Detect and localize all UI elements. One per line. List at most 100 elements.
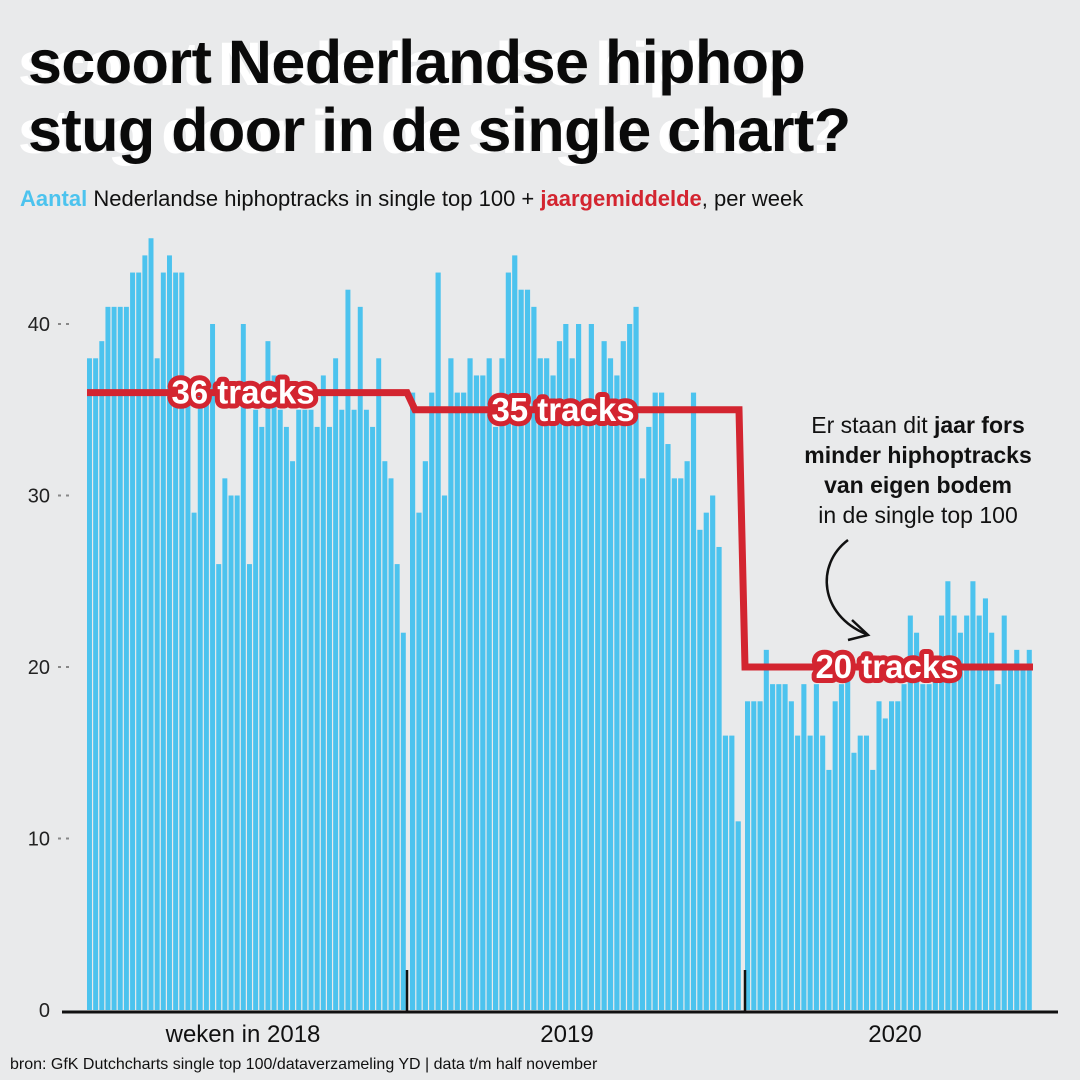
- bar: [763, 649, 769, 1010]
- bar: [234, 495, 240, 1010]
- bar: [889, 701, 895, 1010]
- bar: [351, 409, 357, 1010]
- bar: [776, 684, 782, 1010]
- bar: [932, 667, 938, 1010]
- bar: [569, 358, 575, 1010]
- x-year-label: 2019: [540, 1021, 593, 1048]
- bar: [801, 684, 807, 1010]
- bar: [480, 375, 486, 1010]
- subtitle-bars-legend: Aantal: [20, 186, 88, 211]
- bar: [136, 272, 142, 1010]
- bar: [652, 392, 658, 1011]
- bar: [259, 426, 265, 1010]
- bar: [173, 272, 179, 1010]
- bar: [160, 272, 166, 1010]
- bar: [93, 358, 99, 1010]
- bar: [582, 409, 588, 1010]
- bar: [982, 598, 988, 1010]
- bar: [970, 581, 976, 1010]
- bar: [357, 306, 363, 1011]
- bar: [302, 409, 308, 1010]
- bar: [410, 392, 416, 1011]
- bar: [989, 632, 995, 1010]
- bar: [454, 392, 460, 1011]
- bar: [314, 426, 320, 1010]
- bar: [240, 324, 246, 1010]
- average-label: 35 tracks: [491, 391, 634, 428]
- bar: [524, 289, 531, 1010]
- annotation-bold: van eigen bodem: [824, 472, 1012, 498]
- bar: [895, 701, 901, 1010]
- bar: [876, 701, 882, 1010]
- chart-title: scoort Nederlandse hiphop stug door in d…: [28, 28, 851, 164]
- annotation: Er staan dit jaar fors minder hiphoptrac…: [770, 410, 1066, 530]
- bar: [757, 701, 763, 1010]
- bar: [203, 392, 209, 1011]
- bar: [493, 426, 499, 1010]
- bar: [722, 735, 729, 1010]
- annotation-arrow: [825, 539, 867, 636]
- bar: [1007, 667, 1014, 1010]
- bar: [838, 684, 844, 1010]
- bar: [703, 512, 709, 1010]
- bar: [148, 238, 154, 1010]
- bar: [216, 564, 222, 1010]
- title-line-2: stug door in de single chart?: [28, 96, 851, 164]
- bar: [832, 701, 838, 1010]
- x-year-label: 2020: [868, 1021, 921, 1048]
- bar: [247, 564, 252, 1010]
- bar: [370, 426, 376, 1010]
- source-footer: bron: GfK Dutchcharts single top 100/dat…: [10, 1056, 598, 1073]
- x-year-label: weken in 2018: [165, 1021, 321, 1048]
- bar: [901, 684, 907, 1010]
- bar: [277, 409, 283, 1010]
- bar: [795, 735, 801, 1010]
- bar: [142, 255, 148, 1010]
- bar: [826, 769, 832, 1010]
- bar: [467, 358, 473, 1010]
- y-tick-label: 20: [28, 657, 50, 679]
- annotation-text: in de single top 100: [818, 502, 1018, 528]
- bar: [556, 341, 563, 1010]
- average-label: 20 tracks: [815, 648, 958, 685]
- bar: [388, 478, 394, 1011]
- bar: [684, 461, 690, 1010]
- chart-subtitle: Aantal Nederlandse hiphoptracks in singl…: [20, 186, 803, 212]
- title-line-1: scoort Nederlandse hiphop: [28, 28, 806, 96]
- bar: [697, 529, 703, 1010]
- bar: [690, 392, 697, 1011]
- bar: [111, 306, 117, 1011]
- bar: [671, 478, 677, 1011]
- bar: [907, 615, 913, 1010]
- y-tick-label: 0: [39, 1000, 50, 1022]
- bar: [729, 735, 735, 1010]
- bar: [400, 632, 406, 1010]
- bar: [308, 409, 314, 1010]
- bar: [537, 358, 543, 1010]
- bar: [735, 821, 741, 1010]
- bar: [620, 341, 626, 1010]
- bar: [327, 426, 332, 1010]
- annotation-arrow-head: [847, 619, 871, 642]
- bar: [87, 358, 92, 1010]
- bar: [265, 341, 271, 1010]
- bar: [807, 735, 813, 1010]
- bar: [588, 324, 594, 1010]
- y-tick-label: 40: [28, 314, 50, 336]
- bar: [320, 375, 326, 1010]
- bar: [473, 375, 480, 1010]
- bar: [512, 255, 518, 1010]
- bar: [951, 615, 957, 1010]
- bar: [627, 324, 633, 1010]
- bar: [435, 272, 441, 1010]
- bar: [461, 392, 467, 1011]
- bar: [820, 735, 826, 1010]
- bar: [271, 375, 277, 1010]
- bar: [1014, 649, 1020, 1010]
- bar: [105, 306, 111, 1011]
- bar: [863, 735, 870, 1010]
- bar: [710, 495, 716, 1010]
- annotation-bold: jaar fors: [933, 412, 1025, 438]
- annotation-bold: minder hiphoptracks: [804, 442, 1032, 468]
- bar: [416, 512, 422, 1010]
